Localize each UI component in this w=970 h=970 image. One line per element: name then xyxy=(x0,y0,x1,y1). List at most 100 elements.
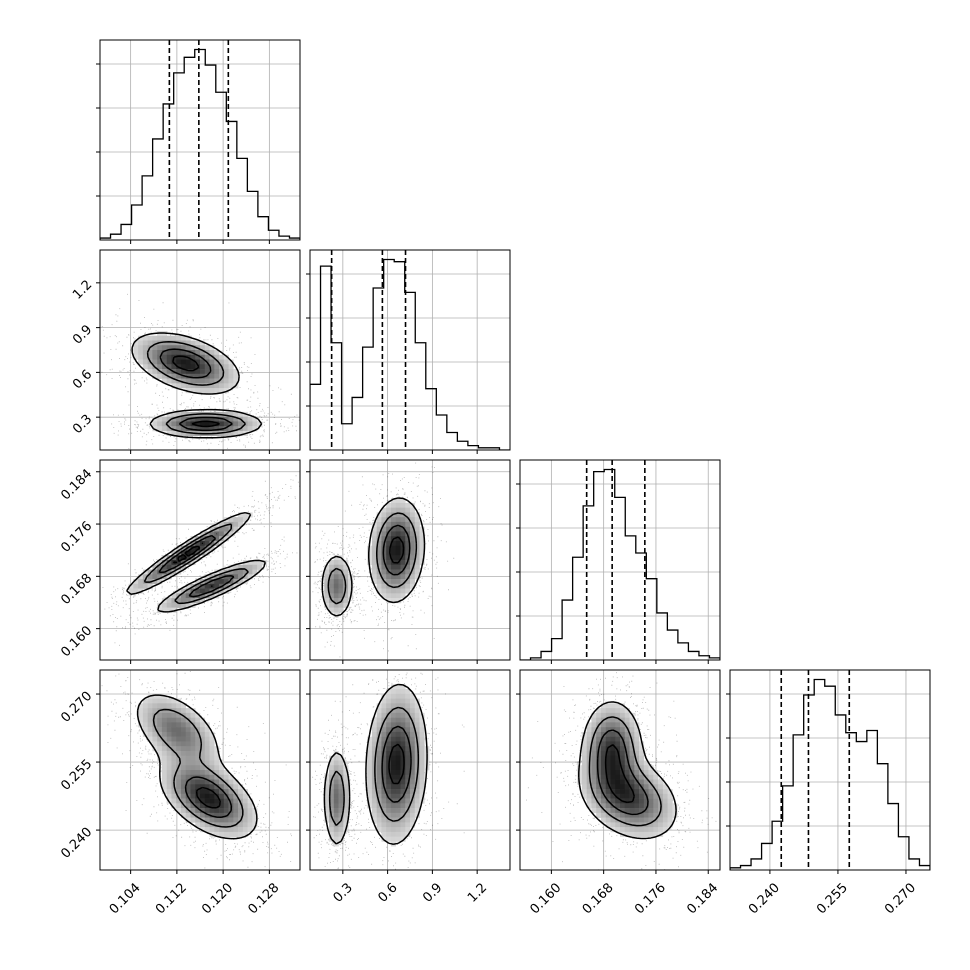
density-cell xyxy=(209,731,215,737)
density-cell xyxy=(371,793,377,799)
density-cell xyxy=(161,703,167,709)
contour-line xyxy=(184,776,233,819)
density-cell xyxy=(639,812,645,818)
density-cell xyxy=(367,770,373,776)
density-cell xyxy=(176,564,182,570)
density-cell xyxy=(367,755,373,761)
density-cell xyxy=(257,421,263,427)
density-cell xyxy=(329,817,335,823)
density-cell xyxy=(333,760,339,766)
density-cell xyxy=(214,822,220,828)
density-cell xyxy=(610,755,616,761)
density-cell xyxy=(180,779,187,785)
density-cell xyxy=(195,808,201,814)
density-cell xyxy=(400,808,406,814)
density-cell xyxy=(166,784,172,790)
density-cell xyxy=(615,789,621,795)
density-cell xyxy=(376,827,382,833)
density-cell xyxy=(386,770,392,776)
density-cell xyxy=(400,760,406,766)
density-cell xyxy=(634,812,640,818)
density-cell xyxy=(180,741,187,747)
density-cell xyxy=(171,793,177,799)
density-cell xyxy=(176,359,182,365)
density-cell xyxy=(161,708,167,714)
density-cell xyxy=(414,703,420,709)
density-cell xyxy=(371,736,377,742)
density-cell xyxy=(591,736,597,742)
density-cell xyxy=(343,789,349,795)
contour-line xyxy=(146,341,247,435)
density-cell xyxy=(624,831,630,837)
density-cell xyxy=(338,607,344,613)
density-cell xyxy=(376,574,382,580)
density-cell xyxy=(147,708,153,714)
density-cell xyxy=(219,369,225,375)
density-cell xyxy=(600,746,607,752)
density-cell xyxy=(152,373,158,379)
density-cell xyxy=(667,789,673,795)
density-cell xyxy=(634,779,640,785)
density-cell xyxy=(200,746,206,752)
density-cell xyxy=(405,574,411,580)
density-cell xyxy=(629,784,635,790)
density-cell xyxy=(204,746,210,752)
density-cell xyxy=(333,569,339,575)
density-cell xyxy=(238,564,244,570)
density-cell xyxy=(381,779,387,785)
density-cell xyxy=(376,817,382,823)
density-cell xyxy=(329,774,335,780)
density-cell xyxy=(200,531,206,537)
density-cell xyxy=(142,727,148,733)
density-cell xyxy=(605,755,611,761)
density-cell xyxy=(176,430,182,437)
density-cell xyxy=(400,717,406,723)
density-cell xyxy=(161,741,167,747)
density-cell xyxy=(634,755,640,761)
density-cell xyxy=(157,717,163,723)
density-cell xyxy=(405,545,411,551)
density-cell xyxy=(190,789,196,795)
density-cell xyxy=(586,727,592,733)
density-cell xyxy=(252,564,258,570)
density-cell xyxy=(166,416,172,422)
density-cell xyxy=(620,722,626,728)
density-cell xyxy=(596,765,602,771)
density-cell xyxy=(390,531,397,537)
density-cell xyxy=(157,574,163,580)
density-cell xyxy=(662,817,668,823)
density-cell xyxy=(219,569,225,575)
density-cell xyxy=(200,808,206,814)
density-cell xyxy=(419,793,425,799)
density-cell xyxy=(367,789,373,795)
panel-frame xyxy=(99,669,301,871)
density-cell xyxy=(242,574,248,580)
density-cell xyxy=(381,750,387,757)
density-cell xyxy=(414,708,420,714)
density-cell xyxy=(615,712,621,718)
density-cell xyxy=(400,521,406,527)
density-cell xyxy=(157,698,163,704)
x-tick-label: 0.255 xyxy=(814,880,851,917)
density-cell xyxy=(596,736,602,742)
density-cell xyxy=(615,803,621,809)
density-cell xyxy=(200,779,206,785)
density-cell xyxy=(166,736,172,742)
density-cell xyxy=(176,598,182,604)
density-cell xyxy=(166,717,172,723)
density-cell xyxy=(400,703,406,709)
density-cell xyxy=(166,340,172,346)
density-cell xyxy=(190,803,196,809)
density-cell xyxy=(166,574,172,580)
density-cell xyxy=(624,803,630,809)
density-cell xyxy=(414,793,420,799)
density-cell xyxy=(195,373,201,379)
density-cell xyxy=(405,812,411,818)
density-cell xyxy=(410,526,416,532)
density-cell xyxy=(605,808,611,814)
density-cell xyxy=(600,817,607,823)
density-cell xyxy=(228,798,234,804)
density-cell xyxy=(605,793,611,799)
density-cell xyxy=(405,698,411,704)
density-cell xyxy=(166,426,172,432)
